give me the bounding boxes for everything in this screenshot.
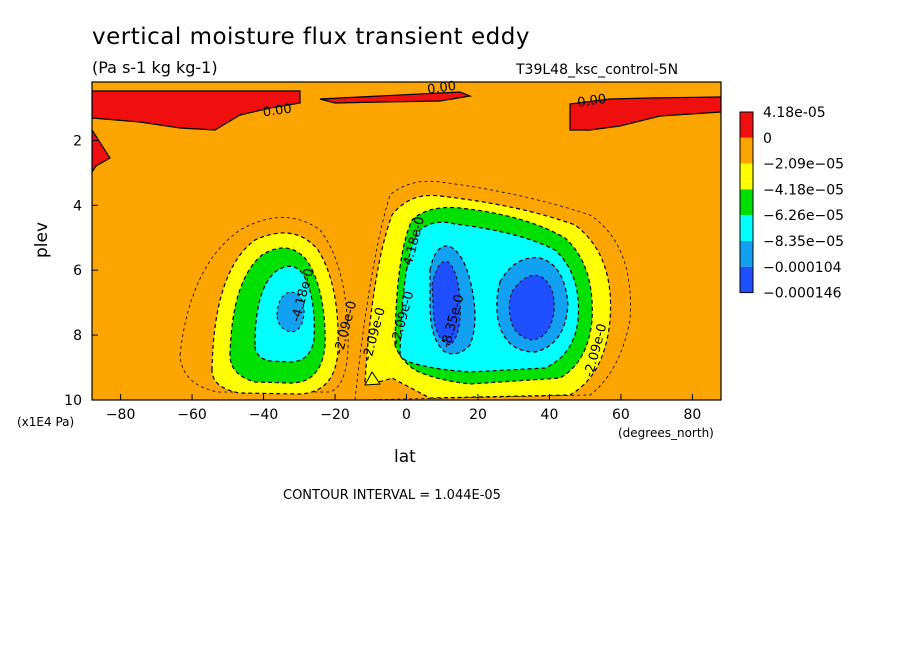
chart-title: vertical moisture flux transient eddy (92, 24, 530, 50)
y-tick-label: 2 (73, 133, 82, 149)
contour-label: 0.00 (426, 79, 457, 98)
colorbar-label: −8.35e−05 (763, 234, 844, 250)
colorbar-swatch (740, 189, 753, 216)
colorbar-label: 4.18e-05 (763, 105, 826, 121)
x-tick-label: 20 (469, 407, 487, 423)
colorbar-label: −0.000104 (763, 260, 842, 276)
x-tick-label: 0 (402, 407, 411, 423)
positive-region-left (92, 90, 301, 131)
colorbar-swatch (740, 112, 753, 138)
contour-interval: CONTOUR INTERVAL = 1.044E-05 (283, 488, 501, 503)
colorbar: 4.18e-05 0 −2.09e−05 −4.18e−05 −6.26e−05 −8.3… (739, 105, 844, 302)
axes: −80 −60 −40 −20 0 20 40 60 80 2 4 6 8 10 (64, 133, 701, 423)
x-tick-label: 40 (541, 407, 559, 423)
northern-cell (354, 180, 631, 400)
y-tick-label: 10 (64, 393, 82, 409)
x-tick-label: −40 (249, 407, 279, 423)
y-tick-label: 6 (73, 263, 82, 279)
y-tick-label: 4 (73, 198, 82, 214)
colorbar-label: −4.18e−05 (763, 182, 844, 198)
contour-label: 0.00 (576, 92, 607, 111)
yellow-patch (364, 371, 381, 386)
y-axis-unit: (x1E4 Pa) (17, 415, 75, 429)
run-label: T39L48_ksc_control-5N (516, 62, 679, 78)
colorbar-label: −0.000146 (763, 286, 842, 302)
contour-label: 0.00 (262, 102, 293, 121)
x-tick-label: 60 (612, 407, 630, 423)
colorbar-swatch (740, 241, 753, 267)
x-axis-unit: (degrees_north) (618, 426, 714, 440)
colorbar-swatch (740, 163, 753, 190)
positive-region-right (569, 96, 721, 131)
x-tick-label: −20 (320, 407, 350, 423)
positive-region-center (319, 91, 473, 104)
x-tick-label: 80 (683, 407, 701, 423)
y-tick-label: 8 (73, 328, 82, 344)
colorbar-label: −2.09e−05 (763, 157, 844, 173)
x-tick-label: −80 (106, 407, 136, 423)
colorbar-swatch (740, 266, 753, 293)
southern-cell (179, 217, 349, 395)
x-tick-label: −60 (177, 407, 207, 423)
chart-units: (Pa s-1 kg kg-1) (92, 58, 218, 77)
contour-field (92, 82, 721, 400)
colorbar-frame (739, 111, 754, 294)
colorbar-label: 0 (763, 131, 772, 147)
colorbar-swatch (740, 215, 753, 241)
x-axis-label: lat (394, 447, 416, 467)
colorbar-swatch (740, 137, 753, 164)
colorbar-label: −6.26e−05 (763, 208, 844, 224)
